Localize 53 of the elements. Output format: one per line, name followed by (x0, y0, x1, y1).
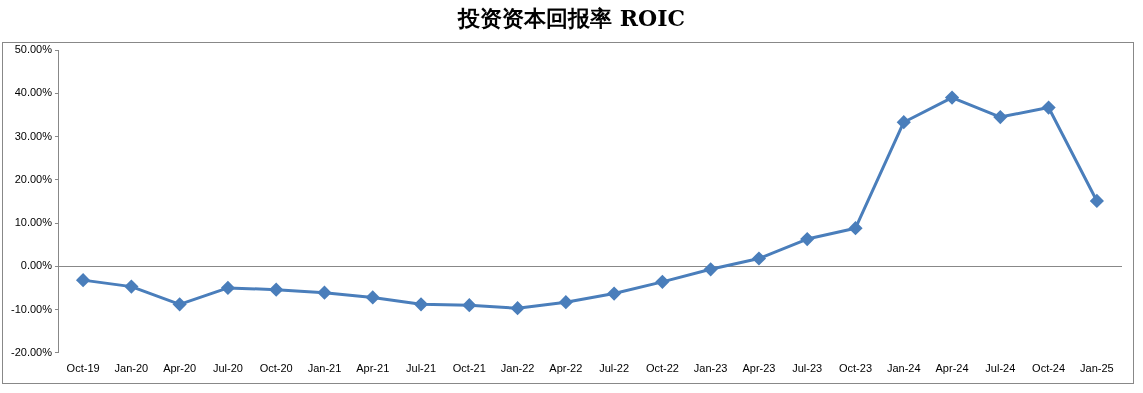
x-tick-label: Jul-23 (792, 362, 823, 375)
x-tick-label: Jan-22 (500, 362, 535, 375)
point (945, 91, 959, 105)
y-tick-label: 50.00% (14, 43, 53, 56)
point (1042, 101, 1056, 115)
x-tick-label: Oct-20 (259, 362, 293, 375)
y-tick-label: 10.00% (14, 216, 53, 229)
x-tick-label: Jan-20 (114, 362, 149, 375)
x-tick-label: Apr-20 (163, 362, 197, 375)
point (800, 232, 814, 246)
point (76, 273, 90, 287)
point (897, 115, 911, 129)
x-tick-label: Oct-23 (838, 362, 872, 375)
point (173, 297, 187, 311)
point (221, 281, 235, 295)
point (704, 262, 718, 276)
point (993, 110, 1007, 124)
x-tick-label: Apr-24 (935, 362, 969, 375)
x-tick-label: Jul-21 (406, 362, 437, 375)
point (462, 298, 476, 312)
point (752, 252, 766, 265)
y-tick-label: 30.00% (14, 129, 53, 142)
x-tick-label: Jul-24 (985, 362, 1016, 375)
x-tick-label: Oct-24 (1032, 362, 1066, 375)
x-tick-label: Oct-22 (645, 362, 679, 375)
point (511, 301, 525, 315)
y-tick-label: -10.00% (10, 302, 53, 315)
x-tick-label: Apr-22 (549, 362, 583, 375)
x-tick-label: Apr-23 (742, 362, 776, 375)
point (1090, 194, 1104, 208)
point (607, 287, 621, 301)
y-tick-label: 20.00% (14, 172, 53, 185)
point (269, 283, 283, 297)
x-tick-label: Apr-21 (356, 362, 390, 375)
point (655, 275, 669, 289)
point (848, 221, 862, 235)
y-tick-label: 40.00% (14, 86, 53, 99)
y-tick-label: 0.00% (20, 259, 53, 272)
point (124, 280, 138, 294)
x-tick-label: Jan-23 (693, 362, 728, 375)
x-tick-label: Jul-22 (599, 362, 630, 375)
point (559, 295, 573, 309)
x-tick-label: Jan-24 (886, 362, 921, 375)
x-tick-label: Oct-19 (66, 362, 100, 375)
x-tick-label: Jan-21 (307, 362, 342, 375)
point (366, 290, 380, 304)
x-tick-label: Jan-25 (1080, 362, 1114, 375)
y-tick-label: -20.00% (10, 345, 53, 358)
chart-title: 投资资本回报率 ROIC (456, 4, 686, 33)
point (317, 286, 331, 300)
point (414, 297, 428, 311)
x-tick-label: Oct-21 (452, 362, 486, 375)
x-tick-label: Jul-20 (212, 362, 243, 375)
